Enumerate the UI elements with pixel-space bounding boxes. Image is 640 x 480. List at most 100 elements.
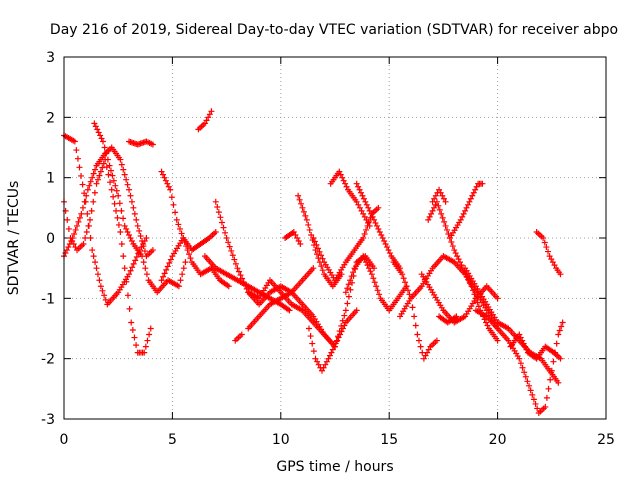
data-point bbox=[438, 210, 445, 217]
data-point bbox=[309, 340, 316, 347]
data-point bbox=[325, 355, 332, 362]
data-point bbox=[89, 247, 96, 254]
data-point bbox=[382, 241, 389, 248]
data-point bbox=[437, 189, 444, 196]
data-point bbox=[322, 361, 329, 368]
data-point bbox=[494, 337, 501, 344]
plot-frame bbox=[63, 56, 607, 420]
data-point bbox=[422, 352, 429, 359]
data-point bbox=[548, 367, 555, 374]
data-point bbox=[481, 316, 488, 323]
data-point bbox=[130, 260, 137, 267]
data-point bbox=[99, 287, 106, 294]
data-point bbox=[472, 295, 479, 302]
data-point bbox=[326, 352, 333, 359]
data-point bbox=[320, 364, 327, 371]
series-arc-u bbox=[390, 259, 440, 362]
data-point bbox=[519, 364, 526, 371]
series-arc-p bbox=[305, 307, 360, 374]
data-point bbox=[142, 265, 149, 272]
data-point bbox=[114, 214, 121, 221]
data-point bbox=[367, 268, 374, 275]
data-point bbox=[302, 212, 309, 219]
data-point bbox=[130, 204, 137, 211]
data-point bbox=[115, 221, 122, 228]
data-point bbox=[90, 198, 97, 205]
data-point bbox=[141, 349, 148, 356]
data-point bbox=[205, 114, 212, 121]
data-point bbox=[126, 231, 133, 238]
data-point bbox=[116, 200, 123, 207]
data-point bbox=[167, 186, 174, 193]
data-point bbox=[65, 225, 72, 232]
data-point bbox=[378, 231, 385, 238]
data-point bbox=[235, 268, 242, 275]
data-point bbox=[372, 219, 379, 226]
data-point bbox=[87, 235, 94, 241]
data-point bbox=[360, 195, 367, 202]
data-point bbox=[556, 327, 563, 334]
data-point bbox=[344, 285, 351, 292]
data-point bbox=[549, 259, 556, 266]
data-point bbox=[177, 277, 184, 284]
data-point bbox=[371, 216, 378, 223]
data-point bbox=[92, 123, 99, 130]
data-point bbox=[222, 229, 229, 236]
data-point bbox=[127, 192, 134, 199]
x-tick-label: 25 bbox=[597, 432, 615, 448]
series-arc-t bbox=[342, 253, 410, 314]
data-point bbox=[345, 293, 352, 300]
data-point bbox=[238, 331, 245, 338]
data-point bbox=[462, 207, 469, 214]
data-point bbox=[115, 192, 122, 199]
data-point bbox=[98, 135, 105, 142]
data-point bbox=[128, 319, 135, 326]
data-point bbox=[168, 194, 175, 201]
data-point bbox=[212, 198, 219, 205]
x-tick-label: 15 bbox=[380, 432, 398, 448]
data-point bbox=[176, 225, 183, 232]
data-point bbox=[342, 307, 349, 314]
data-point bbox=[371, 265, 378, 272]
data-point bbox=[173, 216, 180, 223]
data-point bbox=[359, 192, 366, 199]
data-point bbox=[229, 252, 236, 259]
data-point bbox=[553, 340, 560, 347]
data-point bbox=[133, 216, 140, 223]
data-point bbox=[355, 201, 362, 208]
data-point bbox=[385, 247, 392, 254]
data-point bbox=[127, 235, 134, 241]
series-arc-ad bbox=[533, 228, 564, 278]
series-arc-d bbox=[61, 144, 156, 260]
data-point bbox=[107, 179, 114, 186]
data-point bbox=[439, 214, 446, 221]
data-point bbox=[164, 180, 171, 187]
data-point bbox=[365, 219, 372, 226]
data-point bbox=[89, 174, 96, 181]
data-point bbox=[318, 252, 325, 259]
data-point bbox=[182, 259, 189, 266]
data-point bbox=[97, 283, 104, 290]
data-point bbox=[243, 285, 250, 292]
data-point bbox=[180, 265, 187, 272]
data-point bbox=[540, 235, 547, 241]
data-point bbox=[74, 222, 81, 229]
data-point bbox=[107, 167, 114, 174]
data-point bbox=[101, 292, 108, 299]
data-point bbox=[340, 177, 347, 184]
data-point bbox=[517, 360, 524, 367]
data-point bbox=[323, 358, 330, 365]
data-point bbox=[142, 343, 149, 350]
data-point bbox=[417, 343, 424, 350]
data-point bbox=[546, 253, 553, 260]
data-point bbox=[318, 367, 325, 374]
data-point bbox=[328, 349, 335, 356]
x-axis-label: GPS time / hours bbox=[276, 459, 393, 475]
data-point bbox=[295, 238, 302, 245]
data-point bbox=[75, 218, 82, 225]
data-point bbox=[231, 256, 238, 263]
data-point bbox=[310, 235, 317, 241]
data-point bbox=[548, 256, 555, 263]
data-point bbox=[319, 267, 326, 274]
data-point bbox=[471, 291, 478, 298]
